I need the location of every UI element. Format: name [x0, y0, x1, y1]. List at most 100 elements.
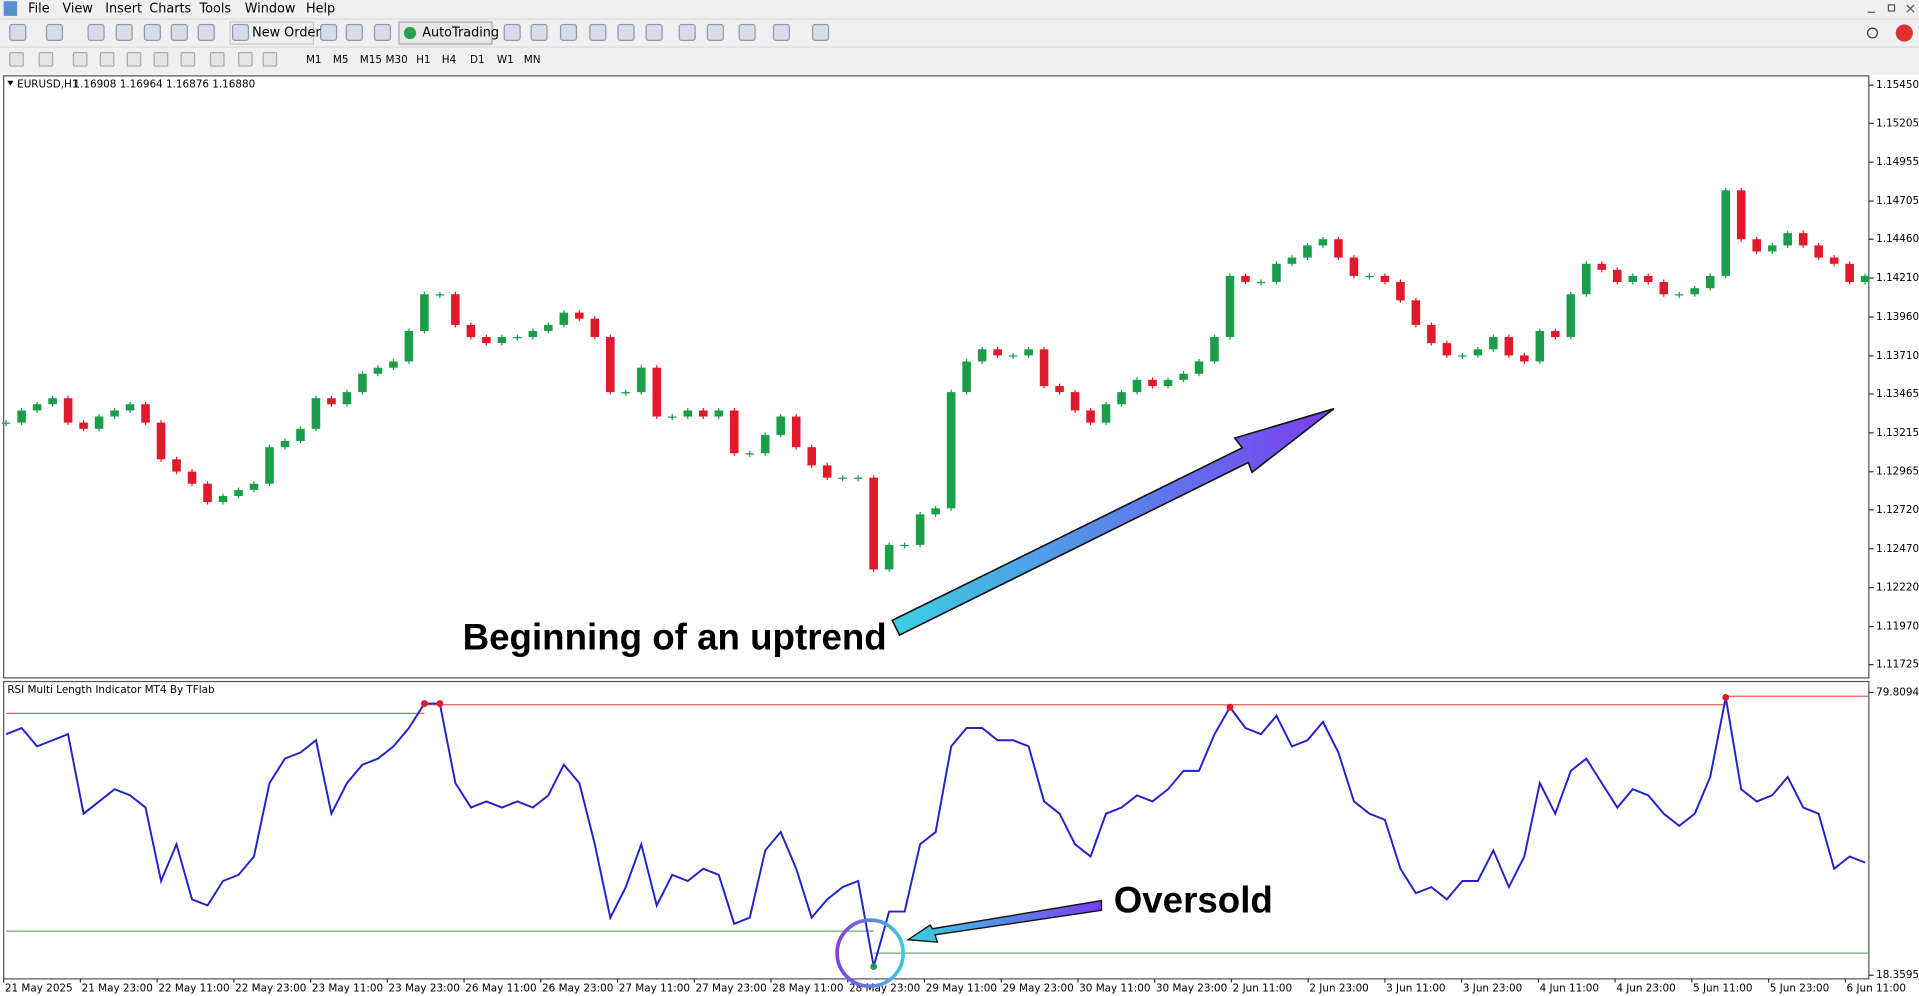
timeframe-button[interactable]: H4 — [442, 54, 457, 66]
candle — [544, 324, 553, 331]
toolbar-button[interactable] — [706, 23, 724, 41]
menu-item[interactable]: Help — [306, 2, 335, 17]
x-tick-label: 4 Jun 11:00 — [1540, 983, 1599, 995]
toolbar-button[interactable] — [197, 23, 215, 41]
candle — [218, 496, 228, 503]
search-icon[interactable] — [1866, 27, 1879, 39]
symbol-title: EURUSD,H1 — [17, 78, 78, 90]
signal-dot — [420, 700, 428, 707]
x-tick-label: 3 Jun 11:00 — [1386, 983, 1445, 995]
toolbar-button[interactable] — [45, 23, 64, 41]
x-tick-label: 26 May 23:00 — [542, 983, 613, 995]
toolbar-button[interactable] — [143, 23, 161, 41]
toolbar-button[interactable] — [320, 23, 338, 41]
notification-icon[interactable] — [1895, 24, 1913, 42]
autotrading-icon[interactable] — [403, 26, 417, 40]
menu-item[interactable]: Tools — [198, 2, 231, 17]
y-tick-label: 1.13215 — [1876, 427, 1919, 439]
price-pane — [3, 75, 1870, 679]
toolbar-button[interactable] — [115, 23, 133, 41]
candle — [822, 465, 832, 478]
autotrading-button[interactable] — [398, 21, 493, 45]
candle — [1349, 257, 1359, 276]
new-order-button[interactable] — [229, 21, 314, 45]
candle — [1365, 275, 1374, 278]
toolbar-button[interactable] — [530, 23, 548, 41]
close[interactable] — [1906, 4, 1915, 13]
y-tick-label: 1.13710 — [1876, 350, 1919, 362]
timeframe-button[interactable]: H1 — [416, 54, 430, 66]
candle — [637, 367, 646, 393]
candle — [683, 410, 693, 417]
toolbar-button[interactable] — [87, 23, 105, 41]
toolbar-icons[interactable]: New Order AutoTrading M1 M5 M15 M30 H1 H4 D1 W1 MN — [9, 21, 830, 67]
timeframe-button[interactable]: MN — [524, 54, 541, 66]
timeframe-button[interactable]: W1 — [497, 54, 514, 66]
toolbar-button[interactable] — [345, 23, 363, 41]
toolbar-button[interactable] — [9, 23, 27, 41]
x-tick-label: 2 Jun 11:00 — [1233, 983, 1292, 995]
candle — [420, 294, 429, 331]
y-tick-label: 1.11970 — [1876, 621, 1919, 633]
tool-button[interactable] — [38, 52, 54, 67]
toolbar-button[interactable] — [559, 23, 578, 41]
tool-button[interactable] — [9, 52, 24, 67]
autotrading-label[interactable]: AutoTrading — [422, 26, 499, 41]
toolbar-button[interactable] — [231, 23, 250, 41]
x-tick-label: 4 Jun 23:00 — [1616, 983, 1675, 995]
candle — [141, 404, 150, 423]
candle — [1643, 275, 1653, 282]
candle — [1659, 281, 1669, 295]
menu-item[interactable]: Charts — [149, 2, 191, 17]
candle — [1039, 349, 1049, 387]
timeframe-button[interactable]: M30 — [386, 54, 408, 66]
new-order-label[interactable]: New Order — [252, 26, 321, 41]
menu-item[interactable]: File — [28, 2, 50, 17]
candle — [1086, 410, 1095, 423]
candle — [110, 410, 119, 417]
candle — [1411, 300, 1421, 325]
toolbar-button[interactable] — [170, 23, 188, 41]
timeframe-button[interactable]: D1 — [470, 54, 485, 66]
toolbar-button[interactable] — [772, 23, 790, 41]
candle — [513, 337, 522, 339]
x-tick-label: 26 May 11:00 — [465, 983, 536, 995]
tool-button[interactable] — [99, 52, 115, 67]
menu-item[interactable]: Insert — [105, 2, 142, 17]
candle — [1582, 263, 1591, 295]
candle — [1705, 275, 1715, 289]
restore[interactable] — [1887, 4, 1896, 12]
tool-button[interactable] — [262, 52, 278, 67]
menu-item[interactable]: View — [62, 2, 92, 17]
toolbar-button[interactable] — [503, 23, 521, 41]
tool-button[interactable] — [209, 52, 225, 67]
toolbar-button[interactable] — [738, 23, 756, 41]
candle — [977, 349, 987, 362]
candle — [1148, 379, 1157, 387]
timeframe-button[interactable]: M15 — [360, 54, 382, 66]
tool-button[interactable] — [238, 52, 253, 67]
candle — [1024, 349, 1033, 356]
tool-button[interactable] — [126, 52, 142, 67]
toolbar-button[interactable] — [678, 23, 696, 41]
tool-button[interactable] — [72, 52, 88, 67]
candle — [1551, 330, 1560, 338]
toolbar-button[interactable] — [373, 23, 392, 41]
toolbar-button[interactable] — [645, 23, 663, 41]
candle — [1194, 361, 1204, 374]
tool-button[interactable] — [180, 52, 196, 67]
toolbar-button[interactable] — [589, 23, 607, 41]
menu-item[interactable]: Window — [245, 2, 296, 17]
window-buttons[interactable] — [1867, 4, 1915, 13]
tool-button[interactable] — [153, 52, 169, 67]
candle — [698, 410, 708, 417]
candle — [791, 416, 801, 448]
candle — [466, 324, 476, 338]
candle — [1520, 355, 1529, 362]
candle — [1690, 288, 1700, 295]
candle — [1132, 379, 1142, 393]
timeframe-button[interactable]: M1 — [306, 54, 322, 66]
toolbar-button[interactable] — [812, 23, 830, 41]
toolbar-button[interactable] — [617, 23, 635, 41]
timeframe-button[interactable]: M5 — [333, 54, 349, 66]
